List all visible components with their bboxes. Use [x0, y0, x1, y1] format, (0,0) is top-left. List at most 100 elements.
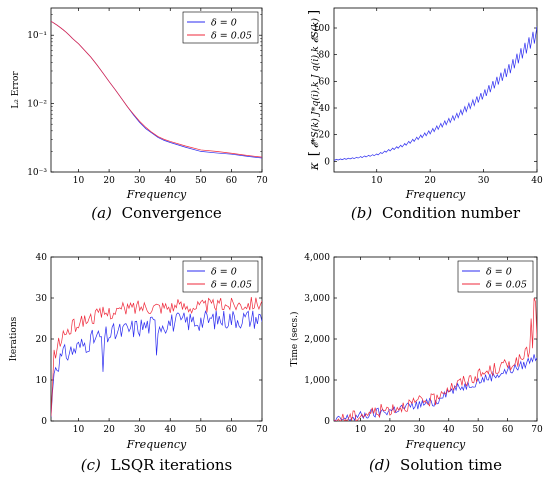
y-tick-label-a: 10⁻² — [27, 100, 47, 110]
y-tick-label-d: 0 — [324, 417, 330, 427]
series-c — [51, 296, 262, 418]
series-line-a-1 — [51, 20, 262, 158]
x-tick-label-a: 40 — [165, 176, 177, 186]
y-tick-label-b: 60 — [319, 77, 331, 87]
series-line-b-0 — [334, 26, 537, 161]
series-d — [334, 297, 537, 421]
x-axis-label-b: Frequency — [405, 188, 466, 201]
y-tick-label-a: 10⁻¹ — [27, 31, 47, 41]
x-tick-label-c: 10 — [73, 425, 85, 435]
x-axis-label-d: Frequency — [405, 438, 466, 451]
axes-frame-a — [50, 7, 263, 173]
caption-c: (c) LSQR iterations — [81, 456, 233, 474]
legend-label-c-0: δ = 0 — [211, 267, 237, 278]
panel-a-convergence: 10 20 30 40 50 60 70 10⁻³ 10⁻² 10⁻¹ δ = 0 δ = 0.05… — [11, 7, 268, 222]
y-tick-label-c: 20 — [36, 335, 48, 345]
caption-c-text: LSQR iterations — [111, 456, 233, 474]
y-axis-label-b-inner: 𝓔*S(k) J*q(i),k J q(i),k 𝓔S(k) — [310, 18, 321, 148]
x-tick-label-b: 10 — [371, 176, 383, 186]
legend-box-d — [457, 260, 534, 293]
panel-d-solution-time: 10 20 30 40 50 60 70 0 1,000 2,000 3,000 4,000 δ = … — [289, 253, 543, 474]
y-tick-label-c: 0 — [41, 417, 47, 427]
legend-label-d-0: δ = 0 — [486, 267, 512, 278]
y-axis-label-b-bracket-right: ] — [307, 10, 322, 15]
x-tick-label-d: 70 — [531, 425, 543, 435]
legend-box-a — [182, 11, 259, 44]
y-tick-label-d: 1,000 — [304, 376, 330, 386]
x-tick-label-d: 30 — [414, 425, 426, 435]
x-tick-label-a: 60 — [226, 176, 238, 186]
legend-label-d-1: δ = 0.05 — [486, 280, 527, 291]
y-tick-label-d: 3,000 — [304, 294, 330, 304]
x-tick-label-c: 30 — [134, 425, 146, 435]
caption-d: (d) Solution time — [369, 456, 502, 474]
legend-box-c — [182, 260, 259, 293]
y-tick-label-b: 40 — [319, 104, 331, 114]
series-line-c-1 — [51, 296, 262, 417]
series-line-d-0 — [334, 354, 537, 421]
legend-label-c-1: δ = 0.05 — [211, 280, 252, 291]
y-tick-label-a: 10⁻³ — [27, 168, 47, 178]
y-tick-label-b: 20 — [319, 131, 331, 141]
caption-b-letter: (b) — [351, 204, 372, 222]
x-tick-label-c: 20 — [103, 425, 115, 435]
y-tick-label-c: 30 — [36, 294, 48, 304]
ticks-d: 10 20 30 40 50 60 70 0 1,000 2,000 3,000 4,000 — [304, 253, 543, 435]
x-tick-label-a: 70 — [256, 176, 268, 186]
series-line-d-1 — [334, 297, 537, 421]
x-axis-label-c: Frequency — [126, 438, 187, 451]
x-tick-label-d: 60 — [502, 425, 514, 435]
ticks-a: 10 20 30 40 50 60 70 10⁻³ 10⁻² 10⁻¹ — [27, 8, 268, 186]
x-tick-label-c: 40 — [165, 425, 177, 435]
x-tick-label-a: 30 — [134, 176, 146, 186]
series-line-c-0 — [51, 310, 262, 418]
x-tick-label-b: 30 — [478, 176, 490, 186]
x-tick-label-a: 20 — [103, 176, 115, 186]
x-tick-label-a: 50 — [195, 176, 207, 186]
x-tick-label-b: 20 — [424, 176, 436, 186]
legend-label-a-0: δ = 0 — [211, 18, 237, 29]
y-axis-label-b: κ [ 𝓔*S(k) J*q(i),k J q(i),k 𝓔S(k) ] — [307, 10, 322, 171]
caption-a-letter: (a) — [91, 204, 112, 222]
x-tick-label-a: 10 — [73, 176, 85, 186]
x-tick-label-b: 40 — [531, 176, 543, 186]
series-b — [334, 26, 537, 161]
x-tick-label-d: 10 — [355, 425, 367, 435]
axes-frame-b — [333, 7, 538, 173]
y-tick-label-b: 80 — [319, 51, 331, 61]
legend-d: δ = 0 δ = 0.05 — [457, 260, 534, 293]
legend-label-a-1: δ = 0.05 — [211, 31, 252, 42]
y-tick-label-b: 0 — [324, 157, 330, 167]
x-tick-label-d: 20 — [384, 425, 396, 435]
panel-c-lsqr-iterations: 10 20 30 40 50 60 70 0 10 20 30 40 δ = 0 δ = 0.05 Fr… — [9, 253, 268, 474]
x-tick-label-c: 50 — [195, 425, 207, 435]
y-tick-label-c: 40 — [36, 253, 48, 263]
caption-d-text: Solution time — [400, 456, 502, 474]
y-axis-label-b-kappa: κ — [307, 162, 321, 171]
panel-b-condition-number: 10 20 30 40 0 20 40 60 80 100 Frequency κ [ 𝓔*S(k… — [307, 7, 543, 222]
y-axis-label-c: Iterations — [9, 316, 19, 361]
caption-b: (b) Condition number — [351, 204, 521, 222]
x-tick-label-d: 50 — [472, 425, 484, 435]
caption-a-text: Convergence — [122, 204, 222, 222]
caption-a: (a) Convergence — [91, 204, 222, 222]
caption-b-text: Condition number — [382, 204, 521, 222]
ticks-c: 10 20 30 40 50 60 70 0 10 20 30 40 — [36, 253, 268, 435]
x-tick-label-d: 40 — [443, 425, 455, 435]
caption-d-letter: (d) — [369, 456, 390, 474]
x-tick-label-c: 70 — [256, 425, 268, 435]
y-tick-label-d: 4,000 — [304, 253, 330, 263]
y-tick-label-b: 100 — [313, 24, 330, 34]
legend-c: δ = 0 δ = 0.05 — [182, 260, 259, 293]
legend-a: δ = 0 δ = 0.05 — [182, 11, 259, 44]
y-axis-label-b-bracket-left: [ — [307, 151, 322, 156]
x-axis-label-a: Frequency — [126, 188, 187, 201]
y-axis-label-b-text: κ [ 𝓔*S(k) J*q(i),k J q(i),k 𝓔S(k) ] — [307, 10, 322, 171]
y-axis-label-d: Time (secs.) — [289, 311, 300, 366]
y-axis-label-a: L₂ Error — [11, 71, 21, 109]
y-tick-label-c: 10 — [36, 376, 48, 386]
y-tick-label-d: 2,000 — [304, 335, 330, 345]
caption-c-letter: (c) — [81, 456, 101, 474]
ticks-b: 10 20 30 40 0 20 40 60 80 100 — [313, 8, 543, 186]
